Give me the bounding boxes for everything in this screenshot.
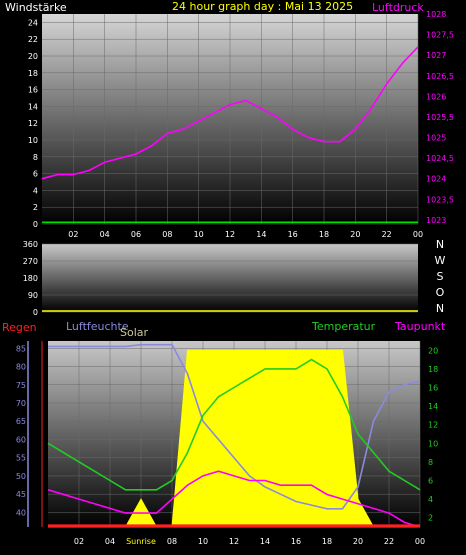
x-tick-label: 20 (353, 537, 363, 546)
legend-luftfeuchte: Luftfeuchte (66, 320, 129, 333)
legend-regen: Regen (2, 321, 37, 334)
direction-tick-label: 180 (23, 274, 38, 283)
y-left-tick-label: 8 (33, 153, 38, 162)
y-right-tick-label: 1025,5 (426, 113, 454, 122)
y-right-tick-label: 2 (428, 514, 433, 523)
y-left-tick-label: 6 (33, 170, 38, 179)
y-left-tick-label: 2 (33, 203, 38, 212)
humidity-line (48, 343, 421, 510)
y-left-tick-label: 24 (28, 18, 38, 27)
x-tick-label: 00 (413, 230, 423, 239)
x-tick-label: 14 (256, 230, 266, 239)
x-tick-label: 02 (74, 537, 84, 546)
x-tick-label: 18 (319, 230, 329, 239)
y-left-tick-label: 70 (16, 399, 26, 408)
y-right-tick-label: 14 (428, 402, 438, 411)
x-tick-label: 18 (322, 537, 332, 546)
y-right-tick-label: 8 (428, 458, 433, 467)
chart-title: 24 hour graph day : Mai 13 2025 (172, 0, 353, 13)
y-right-tick-label: 16 (428, 384, 438, 393)
temperature-line (47, 358, 421, 491)
pressure-line (41, 46, 419, 180)
y-right-tick-label: 18 (428, 365, 438, 374)
y-right-tick-label: 1023 (426, 216, 446, 225)
x-tick-label: 10 (194, 230, 204, 239)
x-tick-label: 08 (162, 230, 172, 239)
y-right-tick-label: 12 (428, 421, 438, 430)
y-right-tick-label: 10 (428, 439, 438, 448)
x-tick-label: 00 (415, 537, 425, 546)
panel1-ticks: 02468101214161820222410231023,510241024,… (28, 10, 454, 239)
y-left-tick-label: 14 (28, 102, 38, 111)
compass-label: W (435, 254, 446, 267)
x-tick-label: 12 (229, 537, 239, 546)
panel3-series (47, 343, 421, 528)
y-right-tick-label: 1023,5 (426, 195, 454, 204)
pressure-axis-label: Luftdruck (372, 1, 424, 14)
y-left-tick-label: 80 (16, 363, 26, 372)
y-left-tick-label: 10 (28, 136, 38, 145)
y-left-tick-label: 45 (16, 490, 26, 499)
x-tick-label: 16 (291, 537, 301, 546)
y-right-tick-label: 1024,5 (426, 154, 454, 163)
x-tick-label: 04 (100, 230, 110, 239)
direction-tick-label: 360 (23, 240, 38, 249)
y-left-tick-label: 20 (28, 52, 38, 61)
compass-label: N (436, 302, 444, 315)
x-tick-label: 16 (288, 230, 298, 239)
y-left-tick-label: 65 (16, 417, 26, 426)
y-left-tick-label: 12 (28, 119, 38, 128)
x-tick-label: 08 (167, 537, 177, 546)
y-left-tick-label: 18 (28, 69, 38, 78)
y-left-tick-label: 0 (33, 220, 38, 229)
x-tick-label: 02 (68, 230, 78, 239)
y-right-tick-label: 1025 (426, 134, 446, 143)
x-tick-label: 12 (225, 230, 235, 239)
y-right-tick-label: 1027,5 (426, 31, 454, 40)
legend-solar: Solar (120, 326, 149, 339)
y-left-tick-label: 85 (16, 344, 26, 353)
panel3-ticks: 40 45 50 55 60 65 70 75 80 85 2 4 6 8 10 12 14 16 18 20 02 04… (16, 341, 438, 546)
y-left-tick-label: 22 (28, 35, 38, 44)
x-tick-label: 10 (198, 537, 208, 546)
y-right-tick-label: 6 (428, 477, 433, 486)
y-left-tick-label: 4 (33, 186, 38, 195)
y-left-tick-label: 55 (16, 454, 26, 463)
direction-tick-label: 90 (28, 291, 38, 300)
y-left-tick-label: 50 (16, 472, 26, 481)
direction-tick-label: 270 (23, 257, 38, 266)
y-right-tick-label: 1024 (426, 175, 446, 184)
legend-taupunkt: Taupunkt (394, 320, 446, 333)
x-tick-label: 04 (105, 537, 115, 546)
x-tick-label: 20 (350, 230, 360, 239)
compass-label: N (436, 238, 444, 251)
x-tick-label: Sunrise (126, 537, 156, 546)
x-tick-label: 06 (131, 230, 141, 239)
y-left-tick-label: 60 (16, 435, 26, 444)
compass-label: S (437, 270, 444, 283)
compass-label: O (436, 286, 445, 299)
direction-tick-label: 0 (33, 308, 38, 317)
y-right-tick-label: 20 (428, 346, 438, 355)
dewpoint-line (47, 470, 421, 528)
y-right-tick-label: 1027 (426, 51, 446, 60)
y-right-tick-label: 1026,5 (426, 72, 454, 81)
y-right-tick-label: 1026 (426, 92, 446, 101)
y-left-tick-label: 40 (16, 508, 26, 517)
x-tick-label: 14 (260, 537, 270, 546)
y-right-tick-label: 1028 (426, 10, 446, 19)
panel1-series (41, 46, 419, 224)
panel1-grid (42, 14, 419, 225)
legend-temperatur: Temperatur (311, 320, 376, 333)
wind-axis-label: Windstärke (5, 1, 67, 14)
y-right-tick-label: 4 (428, 495, 433, 504)
x-tick-label: 22 (382, 230, 392, 239)
y-left-tick-label: 75 (16, 381, 26, 390)
y-left-tick-label: 16 (28, 86, 38, 95)
x-tick-label: 22 (384, 537, 394, 546)
